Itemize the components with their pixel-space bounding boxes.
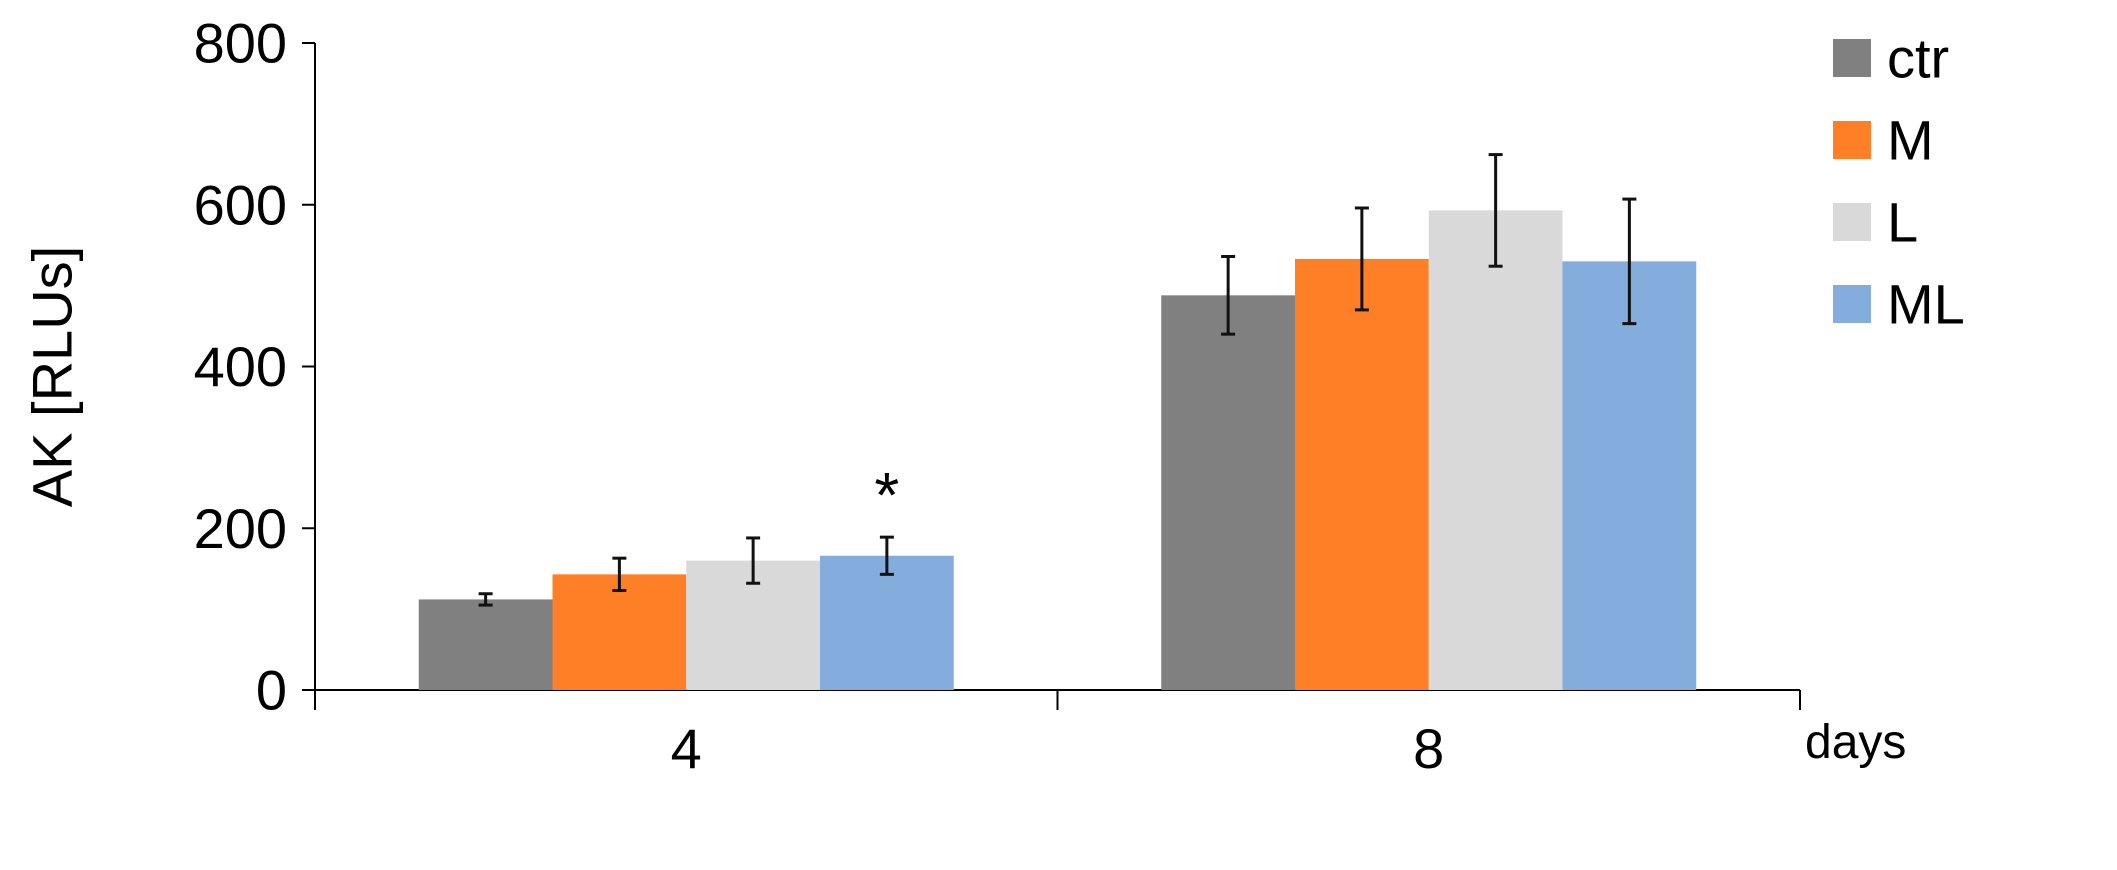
bar-m-4 — [552, 574, 687, 690]
legend-swatch — [1833, 39, 1871, 77]
legend-label: M — [1887, 109, 1934, 172]
bar-ml-4 — [820, 555, 954, 690]
legend-swatch — [1833, 285, 1871, 323]
y-tick-label: 800 — [194, 12, 287, 75]
y-tick-label: 200 — [194, 497, 287, 560]
y-tick-label: 600 — [194, 173, 287, 236]
bars — [418, 210, 1697, 690]
x-tick-label: 8 — [1413, 717, 1444, 780]
legend: ctr ML ML — [1833, 27, 1965, 336]
bar-m-8 — [1295, 258, 1429, 690]
significance-marker: * — [874, 459, 899, 531]
legend-swatch — [1833, 121, 1871, 159]
y-tick-label: 0 — [256, 659, 287, 722]
x-axis: 4 8 days — [314, 689, 1906, 780]
y-tick-label: 400 — [194, 335, 287, 398]
y-axis: 0 200 400 600 800 AK [RLUs] — [21, 12, 316, 722]
bar-l-8 — [1428, 210, 1563, 690]
y-axis-title: AK [RLUs] — [21, 246, 84, 507]
x-tick-label: 4 — [671, 717, 702, 780]
bar-ctr-4 — [418, 599, 553, 690]
legend-label: L — [1887, 191, 1918, 254]
legend-item-l: L — [1833, 191, 1918, 254]
legend-item-ctr: ctr — [1833, 27, 1949, 90]
legend-label: ctr — [1887, 27, 1949, 90]
annotations: * — [874, 459, 899, 531]
legend-swatch — [1833, 203, 1871, 241]
legend-item-ml: ML — [1833, 273, 1965, 336]
bar-ctr-8 — [1161, 295, 1295, 690]
x-axis-unit-label: days — [1805, 716, 1906, 769]
error-bars — [478, 153, 1637, 607]
legend-label: ML — [1887, 273, 1965, 336]
bar-ml-8 — [1562, 261, 1697, 690]
legend-item-m: M — [1833, 109, 1934, 172]
